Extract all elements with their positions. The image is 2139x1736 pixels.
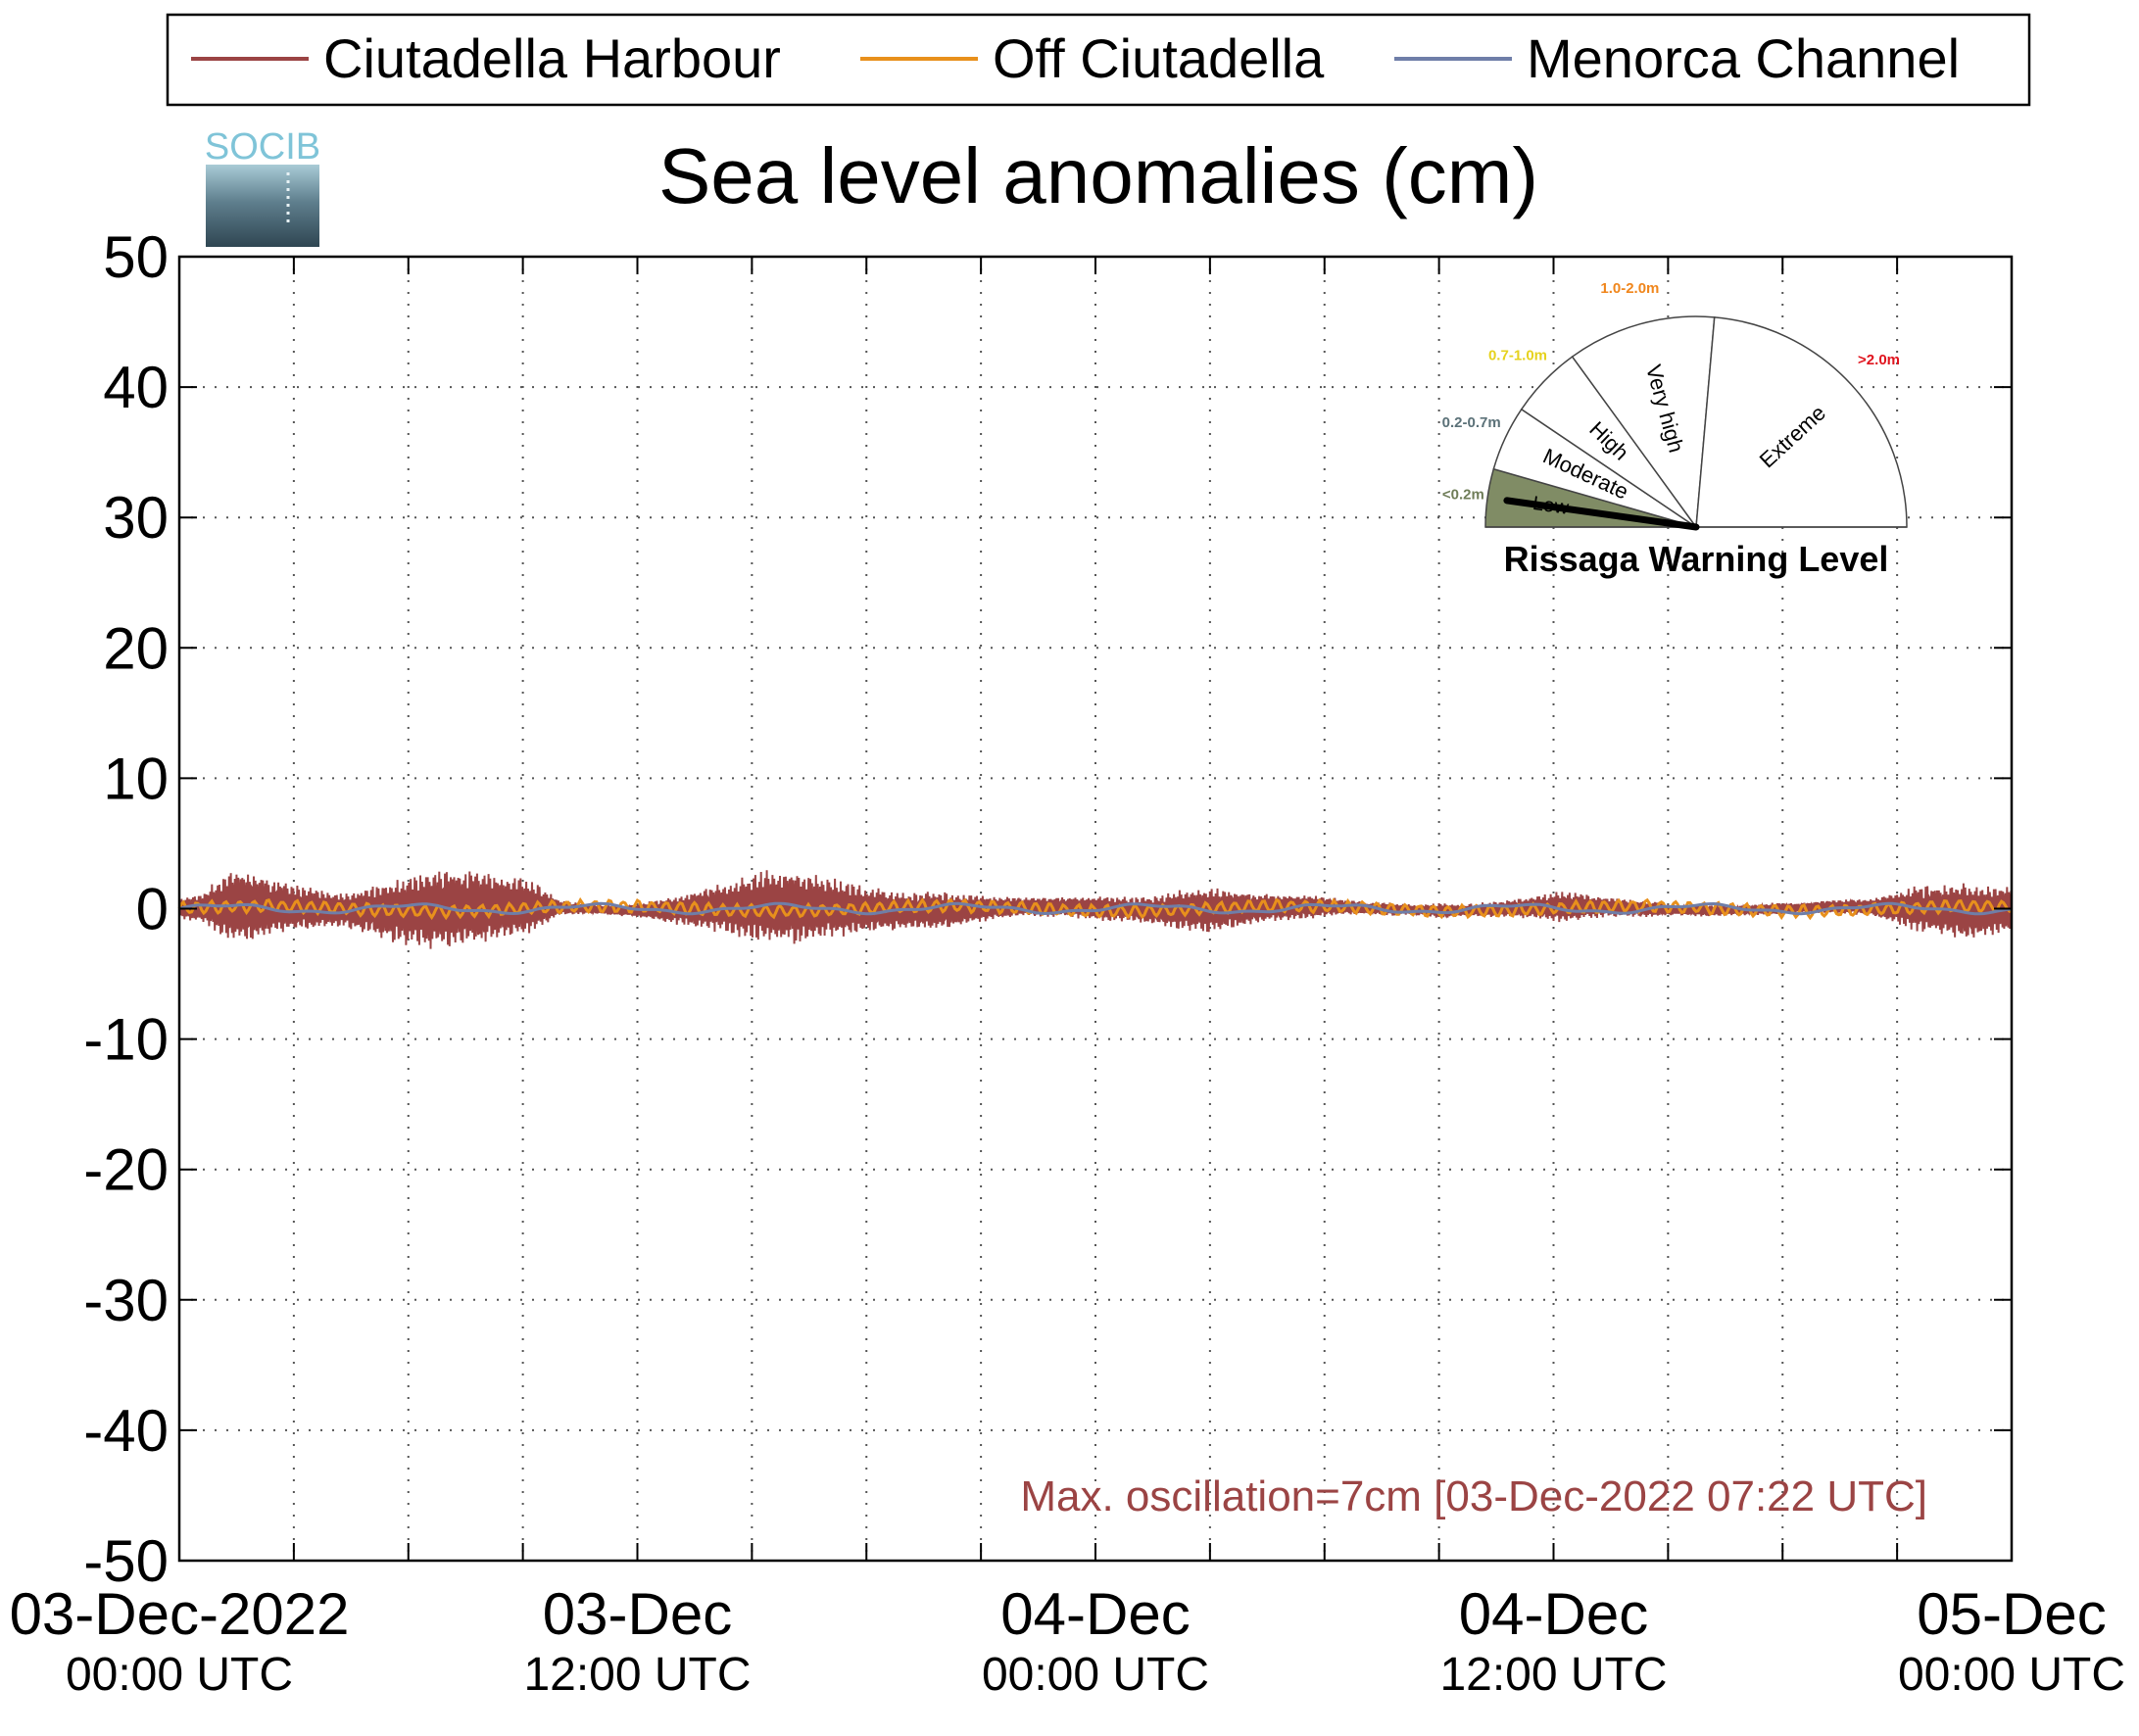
x-tick-label-date-1: 03-Dec: [543, 1581, 732, 1647]
gauge-sector-4: [1695, 316, 1908, 528]
y-tick-label-4: 10: [103, 746, 169, 811]
y-tick-label-3: 20: [103, 615, 169, 681]
y-tick-label-1: 40: [103, 355, 169, 420]
x-tick-label-date-3: 04-Dec: [1459, 1581, 1648, 1647]
y-tick-label-6: -10: [83, 1007, 169, 1073]
y-tick-label-9: -40: [83, 1398, 169, 1464]
y-tick-label-5: 0: [136, 877, 169, 942]
gauge-range-label-4: >2.0m: [1858, 352, 1900, 368]
gauge-range-label-1: 0.2-0.7m: [1442, 414, 1501, 431]
rissaga-gauge: Low<0.2mModerate0.2-0.7mHigh0.7-1.0mVery…: [1442, 280, 1908, 579]
x-tick-label-time-3: 12:00 UTC: [1439, 1649, 1667, 1701]
series-layer: [177, 870, 2013, 949]
legend-label-1: Off Ciutadella: [993, 27, 1325, 89]
legend-box: [166, 13, 2031, 107]
chart-title: Sea level anomalies (cm): [658, 132, 1538, 219]
x-tick-label-time-1: 12:00 UTC: [523, 1649, 751, 1701]
gauge-range-label-0: <0.2m: [1442, 487, 1484, 504]
x-tick-label-date-4: 05-Dec: [1917, 1581, 2106, 1647]
legend-label-0: Ciutadella Harbour: [323, 27, 781, 89]
gauge-needle: [1503, 497, 1700, 531]
x-tick-label-time-2: 00:00 UTC: [982, 1649, 1209, 1701]
x-tick-label-date-2: 04-Dec: [1000, 1581, 1190, 1647]
y-tick-label-0: 50: [103, 224, 169, 290]
gauge-range-label-2: 0.7-1.0m: [1488, 347, 1547, 363]
y-tick-label-10: -50: [83, 1528, 169, 1594]
max-oscillation-annotation: Max. oscillation=7cm [03-Dec-2022 07:22 …: [1020, 1472, 1927, 1520]
gauge-title: Rissaga Warning Level: [1504, 539, 1889, 579]
logo-graphic: [206, 165, 319, 247]
logo-text: SOCIB: [205, 126, 320, 168]
legend-label-2: Menorca Channel: [1527, 27, 1960, 89]
x-tick-label-date-0: 03-Dec-2022: [10, 1581, 350, 1647]
y-tick-label-7: -20: [83, 1137, 169, 1203]
series-line-menorca-channel: [178, 901, 2013, 916]
y-axis: 50 40 30 20 10 0 -10 -20 -30 -40 -50: [83, 224, 169, 1594]
y-tick-label-2: 30: [103, 485, 169, 551]
x-tick-label-time-4: 00:00 UTC: [1898, 1649, 2125, 1701]
socib-logo: SOCIB: [205, 126, 320, 247]
legend: Ciutadella Harbour Off Ciutadella Menorca …: [166, 13, 2031, 107]
gauge-range-label-3: 1.0-2.0m: [1600, 280, 1659, 297]
x-tick-label-time-0: 00:00 UTC: [66, 1649, 293, 1701]
y-tick-label-8: -30: [83, 1268, 169, 1333]
gauge-sector-3: [1571, 315, 1716, 530]
legend-items: Ciutadella Harbour Off Ciutadella Menorca …: [191, 27, 1960, 89]
axis-ticks: [178, 256, 2013, 1562]
